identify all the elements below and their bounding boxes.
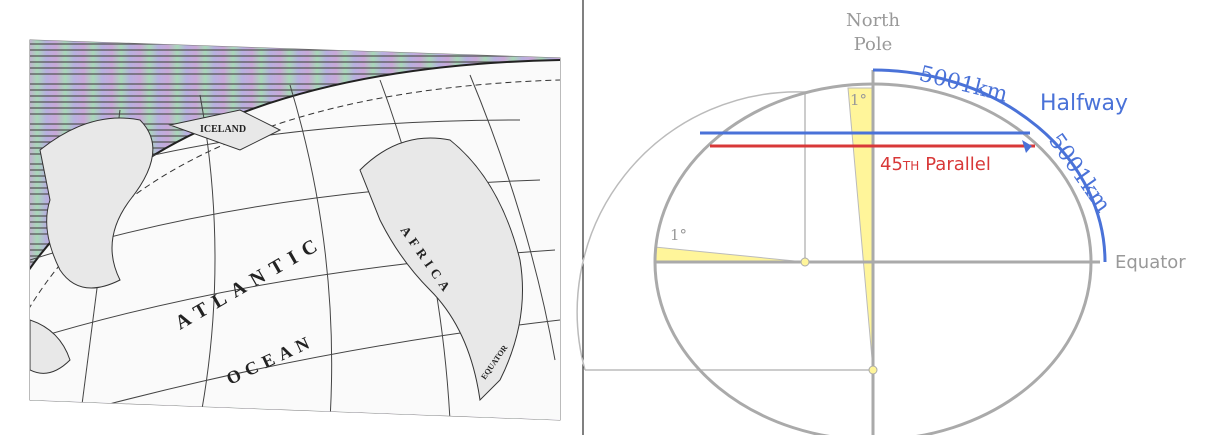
pole-label: North (846, 10, 900, 31)
parallel-word: Parallel (925, 154, 991, 175)
point (868, 365, 878, 375)
coastlines (30, 109, 523, 402)
parallel-num: 45 (880, 154, 903, 175)
halfway-label: Halfway (1040, 91, 1128, 116)
map-scan: ICELAND ATLANTIC OCEAN AFRICA EQUATOR (29, 39, 561, 421)
angle-label: 1° (850, 91, 867, 109)
point (800, 257, 810, 267)
diagram: North Pole 5001km Halfway 5001km 45TH Par… (576, 10, 1186, 435)
globe-rim (30, 79, 560, 420)
meridian-arc (872, 68, 1107, 263)
map-label: ICELAND (200, 124, 246, 135)
wedge-top (847, 87, 874, 371)
equator-label: Equator (1115, 252, 1186, 273)
parallel-suffix: TH (902, 159, 919, 173)
construction-arc (576, 91, 806, 371)
angle-label: 1° (670, 226, 687, 244)
pole-label: Pole (854, 34, 893, 55)
wedge-left (654, 246, 806, 263)
parallel-label: 45TH Parallel (880, 154, 991, 175)
arrow (1022, 140, 1032, 153)
